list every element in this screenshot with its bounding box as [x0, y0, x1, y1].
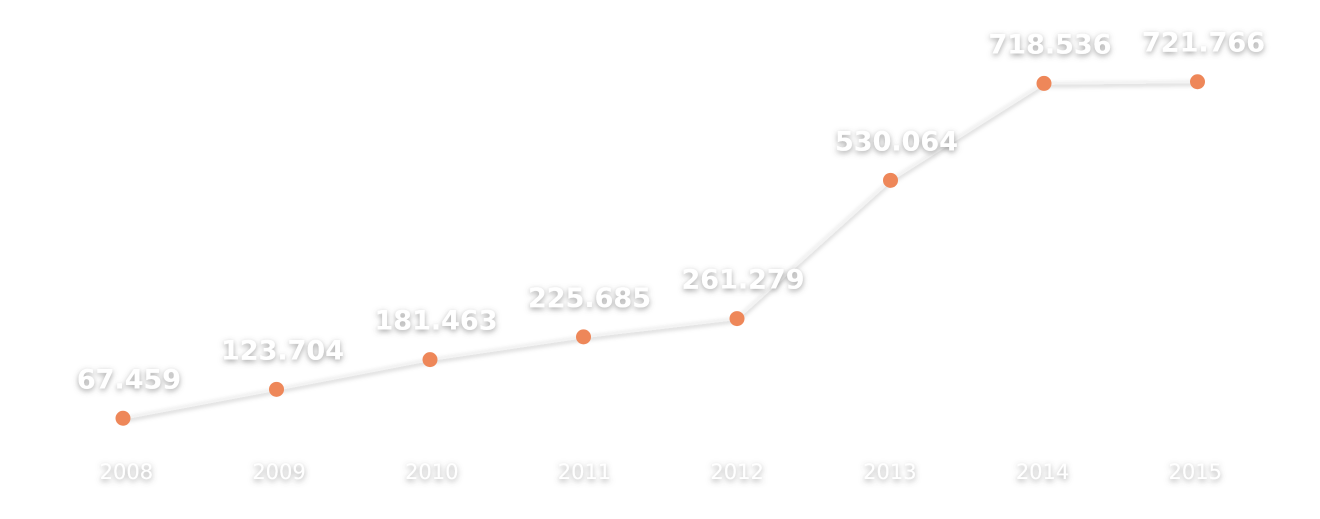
- x-tick-label: 2015: [1169, 460, 1222, 484]
- data-label: 718.536: [989, 29, 1112, 60]
- x-tick-label: 2008: [100, 460, 153, 484]
- x-tick-label: 2012: [710, 460, 763, 484]
- series-line-group: [122, 80, 1198, 420]
- data-point: [883, 172, 898, 188]
- data-point: [1036, 75, 1052, 91]
- series-line: [122, 80, 1198, 420]
- x-tick-label: 2014: [1016, 460, 1069, 484]
- x-tick-label: 2010: [405, 460, 458, 484]
- data-label: 181.463: [375, 306, 498, 337]
- data-point: [729, 311, 745, 327]
- data-label: 721.766: [1142, 28, 1265, 59]
- data-labels: 67.459 123.704 181.463 225.685 261.279 530.06…: [77, 28, 1265, 396]
- data-label: 225.685: [528, 283, 651, 314]
- x-tick-label: 2011: [558, 460, 611, 484]
- data-points: [115, 74, 1205, 426]
- x-tick-label: 2009: [252, 460, 305, 484]
- x-axis: 2008 2009 2010 2011 2012 2013 2014 2015: [30, 444, 1288, 484]
- data-label: 530.064: [835, 126, 958, 157]
- data-point: [269, 381, 284, 397]
- data-point: [576, 329, 591, 345]
- data-point: [115, 410, 131, 426]
- data-point: [422, 352, 438, 368]
- x-tick-label: 2013: [863, 460, 916, 484]
- data-label: 261.279: [682, 265, 805, 296]
- data-label: 123.704: [221, 335, 344, 366]
- data-point: [1190, 74, 1205, 90]
- data-label: 67.459: [77, 364, 181, 395]
